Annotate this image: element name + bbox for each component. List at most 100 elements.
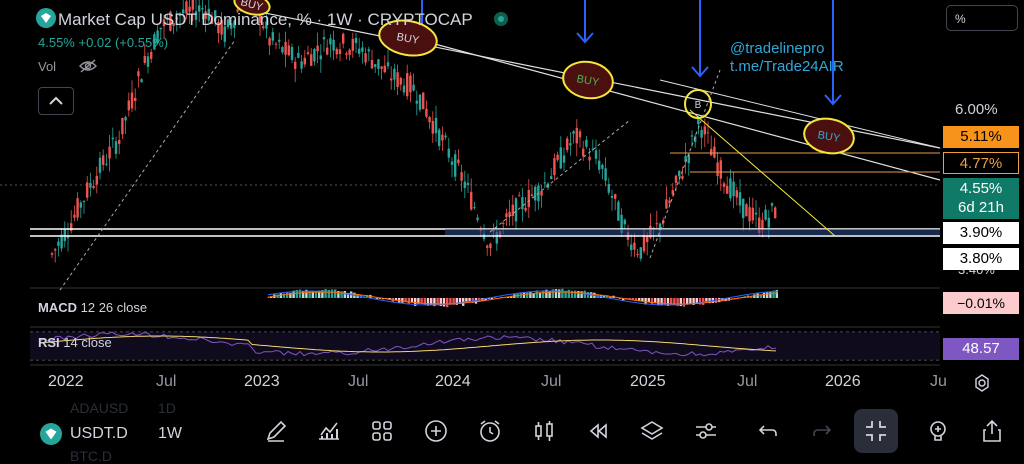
macd-bar [577, 291, 579, 298]
candle-body [467, 183, 469, 185]
redo-icon[interactable] [808, 417, 836, 445]
candle-body [566, 138, 568, 150]
candle-body [633, 243, 635, 250]
candle-body [710, 149, 712, 156]
candle-body [137, 71, 139, 76]
candle-body [275, 44, 277, 45]
candle-body [569, 143, 571, 145]
ghost-symbol: ADAUSD [70, 400, 128, 416]
tradingview-symbol-logo [36, 8, 56, 28]
watermark-handle: @tradelinepro [730, 40, 824, 57]
time-axis-label: 2026 [825, 373, 861, 391]
time-axis-label: Jul [348, 373, 368, 391]
candle-body [112, 138, 114, 140]
candle-body [713, 147, 715, 158]
layers-icon[interactable] [638, 417, 666, 445]
candle-body [646, 236, 648, 242]
pencil-icon[interactable] [262, 417, 290, 445]
candle-body [412, 85, 414, 91]
candle-body [425, 109, 427, 117]
candle-body [739, 192, 741, 205]
watermark-telegram: t.me/Trade24AIR [730, 58, 844, 75]
candle-body [364, 53, 366, 62]
candle-body [64, 229, 66, 241]
candle-body [460, 172, 462, 180]
price-tag: 3.80% [943, 248, 1019, 270]
settings-icon[interactable] [692, 417, 720, 445]
candle-body [476, 218, 478, 221]
rsi-legend[interactable]: RSI 14 close [38, 335, 112, 350]
candle-body [348, 50, 350, 55]
candle-body [428, 117, 430, 122]
candle-body [86, 182, 88, 197]
macd-bar [344, 291, 346, 298]
percent-scale-button[interactable]: % [946, 5, 1018, 31]
macd-bar [555, 289, 557, 298]
candle-body [774, 208, 776, 218]
candle-body [304, 58, 306, 65]
candle-body [339, 49, 341, 54]
grid-icon[interactable] [368, 417, 396, 445]
candle-body [764, 210, 766, 220]
candle-body [752, 208, 754, 221]
candle-body [524, 208, 526, 211]
add-icon[interactable] [422, 417, 450, 445]
candle-body [473, 207, 475, 208]
candle-body [345, 53, 347, 54]
macd-bar [443, 298, 445, 306]
candle-body [83, 201, 85, 202]
candle-body [416, 101, 418, 104]
candle-body [579, 131, 581, 137]
candle-body [598, 161, 600, 170]
candle-body [284, 42, 286, 55]
indicators-icon[interactable] [315, 417, 343, 445]
candle-body [544, 182, 546, 183]
replay-icon[interactable] [584, 417, 612, 445]
candle-body [601, 165, 603, 169]
candle-body [515, 198, 517, 221]
interval-button[interactable]: 1W [158, 425, 182, 443]
alert-icon[interactable] [476, 417, 504, 445]
b-label: B [695, 100, 702, 111]
macd-value: −0.01% [943, 292, 1019, 314]
candle-body [771, 203, 773, 206]
macd-bar [526, 292, 528, 298]
candle-body [140, 79, 142, 82]
symbol-button[interactable]: USDT.D [70, 425, 128, 443]
candle-body [57, 242, 59, 246]
macd-bar [529, 291, 531, 298]
candle-body [691, 135, 693, 136]
macd-legend[interactable]: MACD 12 26 close [38, 300, 147, 315]
fullscreen-exit-icon[interactable] [854, 409, 898, 453]
macd-bar [286, 292, 288, 298]
undo-icon[interactable] [754, 417, 782, 445]
lightbulb-icon[interactable] [924, 417, 952, 445]
candles-icon[interactable] [530, 417, 558, 445]
candle-body [640, 247, 642, 258]
macd-pane [267, 289, 778, 307]
candle-body [665, 199, 667, 208]
candle-body [451, 161, 453, 164]
candle-body [432, 121, 434, 134]
chart-title[interactable]: Market Cap USDT Dominance, % · 1W · CRYP… [58, 10, 473, 30]
collapse-legend-button[interactable] [38, 87, 74, 115]
candle-body [531, 194, 533, 196]
candle-body [611, 196, 613, 198]
candle-body [300, 61, 302, 68]
candle-body [550, 176, 552, 179]
candle-body [553, 158, 555, 175]
candle-body [595, 150, 597, 158]
chevron-up-icon [39, 88, 73, 114]
candle-body [755, 213, 757, 215]
candle-body [704, 126, 706, 134]
price-tag: 6d 21h [943, 197, 1019, 219]
candle-body [294, 62, 296, 69]
share-icon[interactable] [978, 417, 1006, 445]
candle-body [716, 162, 718, 176]
settings-gear-icon[interactable] [972, 373, 992, 393]
macd-bar [683, 298, 685, 307]
candle-body [636, 254, 638, 255]
candle-body [336, 49, 338, 54]
eye-off-icon[interactable] [78, 58, 98, 74]
